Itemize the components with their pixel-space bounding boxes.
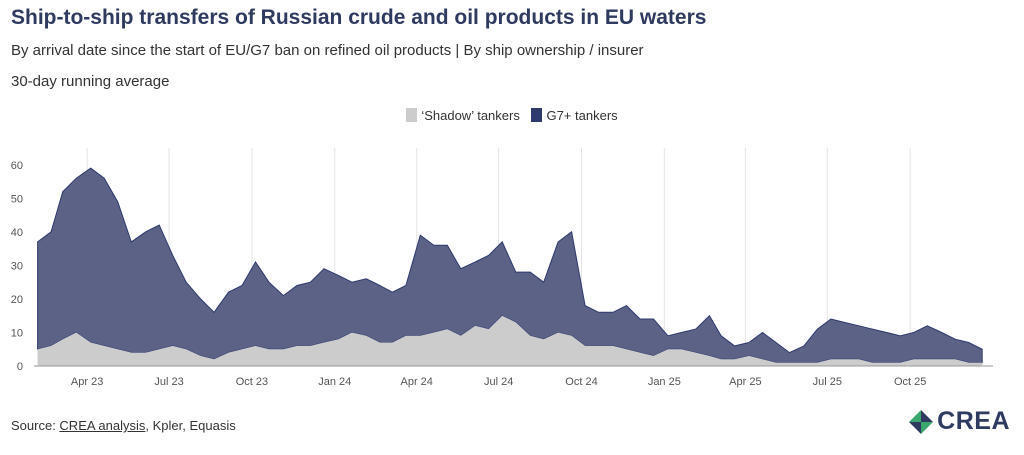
x-tick-label: Oct 25 bbox=[894, 376, 926, 388]
chart-subtitle: By arrival date since the start of EU/G7… bbox=[11, 42, 644, 59]
axis-layer: Apr 23 Jul 23 Oct 23 Jan 24 Apr 24 Jul 24 Oct … bbox=[11, 160, 993, 388]
x-tick-label: Apr 23 bbox=[71, 376, 103, 388]
area-chart: Apr 23 Jul 23 Oct 23 Jan 24 Apr 24 Jul 24 Oct … bbox=[11, 148, 993, 388]
series-area-shadow-tankers bbox=[37, 315, 983, 366]
legend-swatch-shadow bbox=[406, 108, 418, 122]
crea-logo-mark-icon bbox=[909, 409, 934, 434]
x-tick-label: Jul 25 bbox=[813, 376, 842, 388]
chart-note: 30-day running average bbox=[11, 73, 170, 90]
y-tick-label: 20 bbox=[11, 294, 23, 306]
crea-logo: CREA bbox=[907, 407, 1010, 436]
source-note: Source: CREA analysis, Kpler, Equasis bbox=[11, 418, 236, 433]
y-tick-label: 30 bbox=[11, 260, 23, 272]
x-tick-label: Apr 24 bbox=[400, 376, 432, 388]
x-tick-label: Jan 24 bbox=[318, 376, 351, 388]
area-layer bbox=[37, 167, 983, 366]
y-tick-label: 40 bbox=[11, 227, 23, 239]
chart-title: Ship-to-ship transfers of Russian crude … bbox=[11, 6, 707, 29]
legend-label-g7: G7+ tankers bbox=[546, 108, 618, 123]
source-link[interactable]: CREA analysis bbox=[59, 418, 146, 433]
y-tick-label: 60 bbox=[11, 160, 23, 172]
legend-item-g7[interactable]: G7+ tankers bbox=[531, 108, 618, 123]
x-tick-label: Oct 24 bbox=[565, 376, 597, 388]
x-tick-label: Jul 24 bbox=[484, 376, 513, 388]
x-tick-label: Oct 23 bbox=[236, 376, 268, 388]
source-suffix: , Kpler, Equasis bbox=[145, 418, 236, 433]
legend-item-shadow[interactable]: ‘Shadow’ tankers bbox=[406, 108, 520, 123]
chart-legend: ‘Shadow’ tankers G7+ tankers bbox=[0, 108, 1024, 123]
x-tick-label: Jul 23 bbox=[154, 376, 183, 388]
source-prefix: Source: bbox=[11, 418, 60, 433]
y-tick-label: 10 bbox=[11, 327, 23, 339]
x-tick-label: Apr 25 bbox=[729, 376, 761, 388]
y-tick-label: 50 bbox=[11, 193, 23, 205]
crea-logo-text: CREA bbox=[937, 407, 1010, 435]
legend-swatch-g7 bbox=[531, 108, 543, 122]
legend-label-shadow: ‘Shadow’ tankers bbox=[421, 108, 520, 123]
y-tick-label: 0 bbox=[17, 361, 23, 373]
x-tick-label: Jan 25 bbox=[648, 376, 681, 388]
